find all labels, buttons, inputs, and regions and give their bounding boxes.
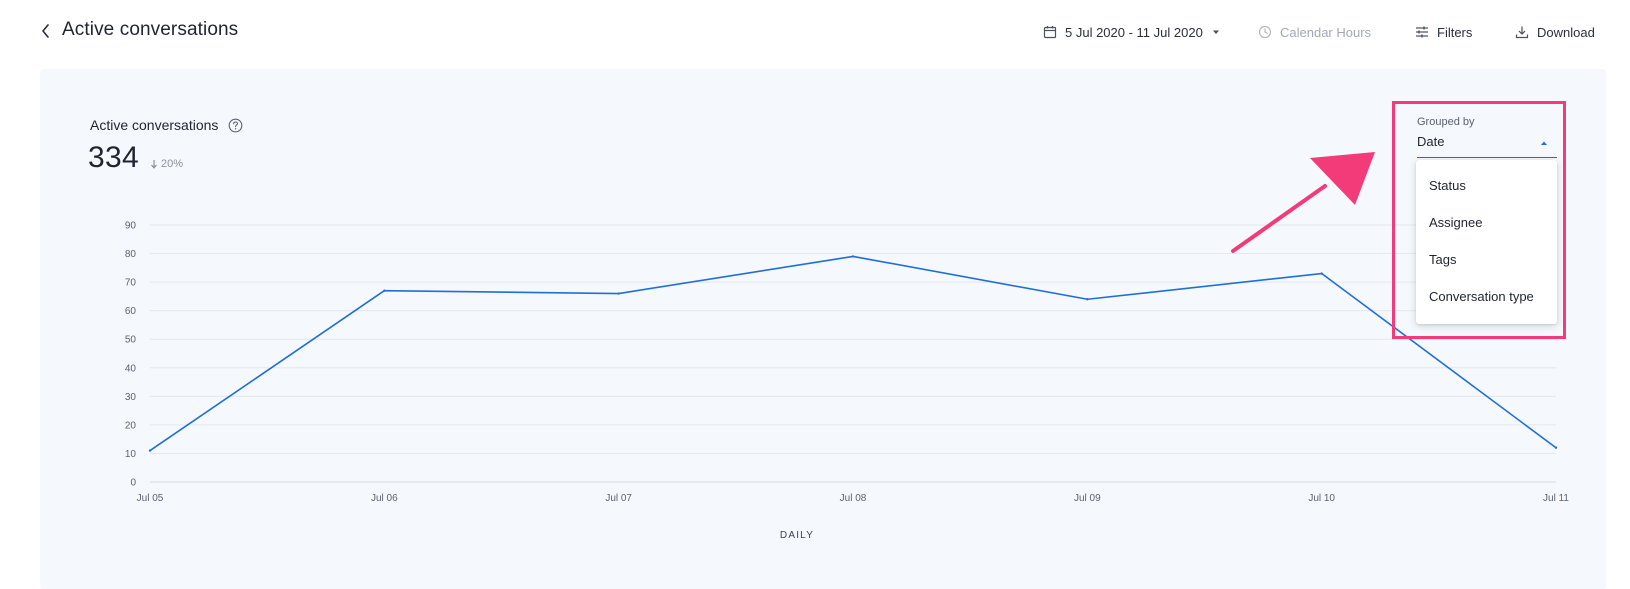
- x-axis-title: DAILY: [780, 530, 814, 541]
- metric-change-value: 20%: [161, 158, 184, 170]
- clock-icon: [1258, 25, 1272, 39]
- series-line: [149, 255, 1557, 452]
- page-header: Active conversations 5 Jul 2020 - 11 Jul…: [0, 0, 1630, 66]
- x-tick-label: Jul 06: [371, 493, 398, 504]
- back-button[interactable]: [38, 22, 52, 40]
- x-tick-label: Jul 07: [605, 493, 632, 504]
- y-axis-ticks: 0 10 20 30 40 50 60 70 80 90: [125, 221, 137, 489]
- download-button[interactable]: Download: [1515, 23, 1595, 41]
- grouped-by-select[interactable]: Grouped by Date: [1417, 112, 1557, 158]
- menu-item-status[interactable]: Status: [1429, 178, 1466, 193]
- data-point[interactable]: [1320, 272, 1323, 275]
- y-tick-label: 50: [125, 335, 137, 346]
- sliders-icon: [1416, 26, 1428, 38]
- x-tick-label: Jul 10: [1308, 493, 1335, 504]
- grouped-by-value: Date: [1417, 134, 1445, 149]
- y-tick-label: 40: [125, 363, 137, 374]
- y-tick-label: 70: [125, 278, 137, 289]
- data-point[interactable]: [148, 449, 152, 452]
- metric-change: 20%: [150, 158, 183, 170]
- y-tick-label: 30: [125, 392, 137, 403]
- gridlines: [150, 224, 1556, 483]
- y-tick-label: 90: [125, 221, 137, 232]
- caret-down-icon: [1212, 30, 1219, 34]
- menu-item-conversation-type[interactable]: Conversation type: [1429, 289, 1534, 304]
- x-axis-ticks: Jul 05 Jul 06 Jul 07 Jul 08 Jul 09 Jul 10 Jul …: [137, 493, 1570, 504]
- x-tick-label: Jul 08: [840, 493, 867, 504]
- calendar-hours-label: Calendar Hours: [1280, 24, 1372, 40]
- y-tick-label: 20: [125, 420, 137, 431]
- arrow-down-icon: [151, 160, 157, 169]
- filters-label: Filters: [1437, 24, 1473, 40]
- y-tick-label: 60: [125, 306, 137, 317]
- help-icon[interactable]: [228, 118, 243, 133]
- calendar-hours-button[interactable]: Calendar Hours: [1258, 23, 1371, 41]
- data-point[interactable]: [1554, 446, 1558, 449]
- caret-up-icon: [1541, 141, 1547, 145]
- date-range-label: 5 Jul 2020 - 11 Jul 2020: [1065, 24, 1203, 40]
- data-point[interactable]: [1086, 298, 1089, 301]
- y-tick-label: 10: [125, 449, 137, 460]
- grouped-by-menu: Status Assignee Tags Conversation type: [1416, 160, 1557, 324]
- date-range-picker[interactable]: 5 Jul 2020 - 11 Jul 2020: [1043, 23, 1221, 41]
- series: [148, 255, 1558, 452]
- x-tick-label: Jul 05: [137, 493, 164, 504]
- x-tick-label: Jul 11: [1543, 493, 1569, 504]
- download-icon: [1515, 26, 1529, 39]
- data-point[interactable]: [851, 255, 855, 258]
- metric-header: Active conversations: [90, 117, 243, 133]
- calendar-icon: [1043, 26, 1057, 39]
- chevron-left-icon: [41, 24, 49, 38]
- data-point[interactable]: [383, 289, 386, 292]
- filters-button[interactable]: Filters: [1415, 23, 1472, 41]
- x-tick-label: Jul 09: [1074, 493, 1101, 504]
- metric-label: Active conversations: [90, 117, 219, 133]
- metric-value: 334: [88, 141, 139, 174]
- menu-item-tags[interactable]: Tags: [1429, 252, 1457, 267]
- download-label: Download: [1537, 24, 1595, 40]
- menu-item-assignee[interactable]: Assignee: [1429, 215, 1483, 230]
- page-title: Active conversations: [62, 19, 239, 40]
- y-tick-label: 80: [125, 249, 137, 260]
- grouped-by-label: Grouped by: [1417, 116, 1475, 128]
- y-tick-label: 0: [130, 478, 136, 489]
- annotation-highlight-box: [1392, 101, 1566, 339]
- data-point[interactable]: [617, 292, 620, 295]
